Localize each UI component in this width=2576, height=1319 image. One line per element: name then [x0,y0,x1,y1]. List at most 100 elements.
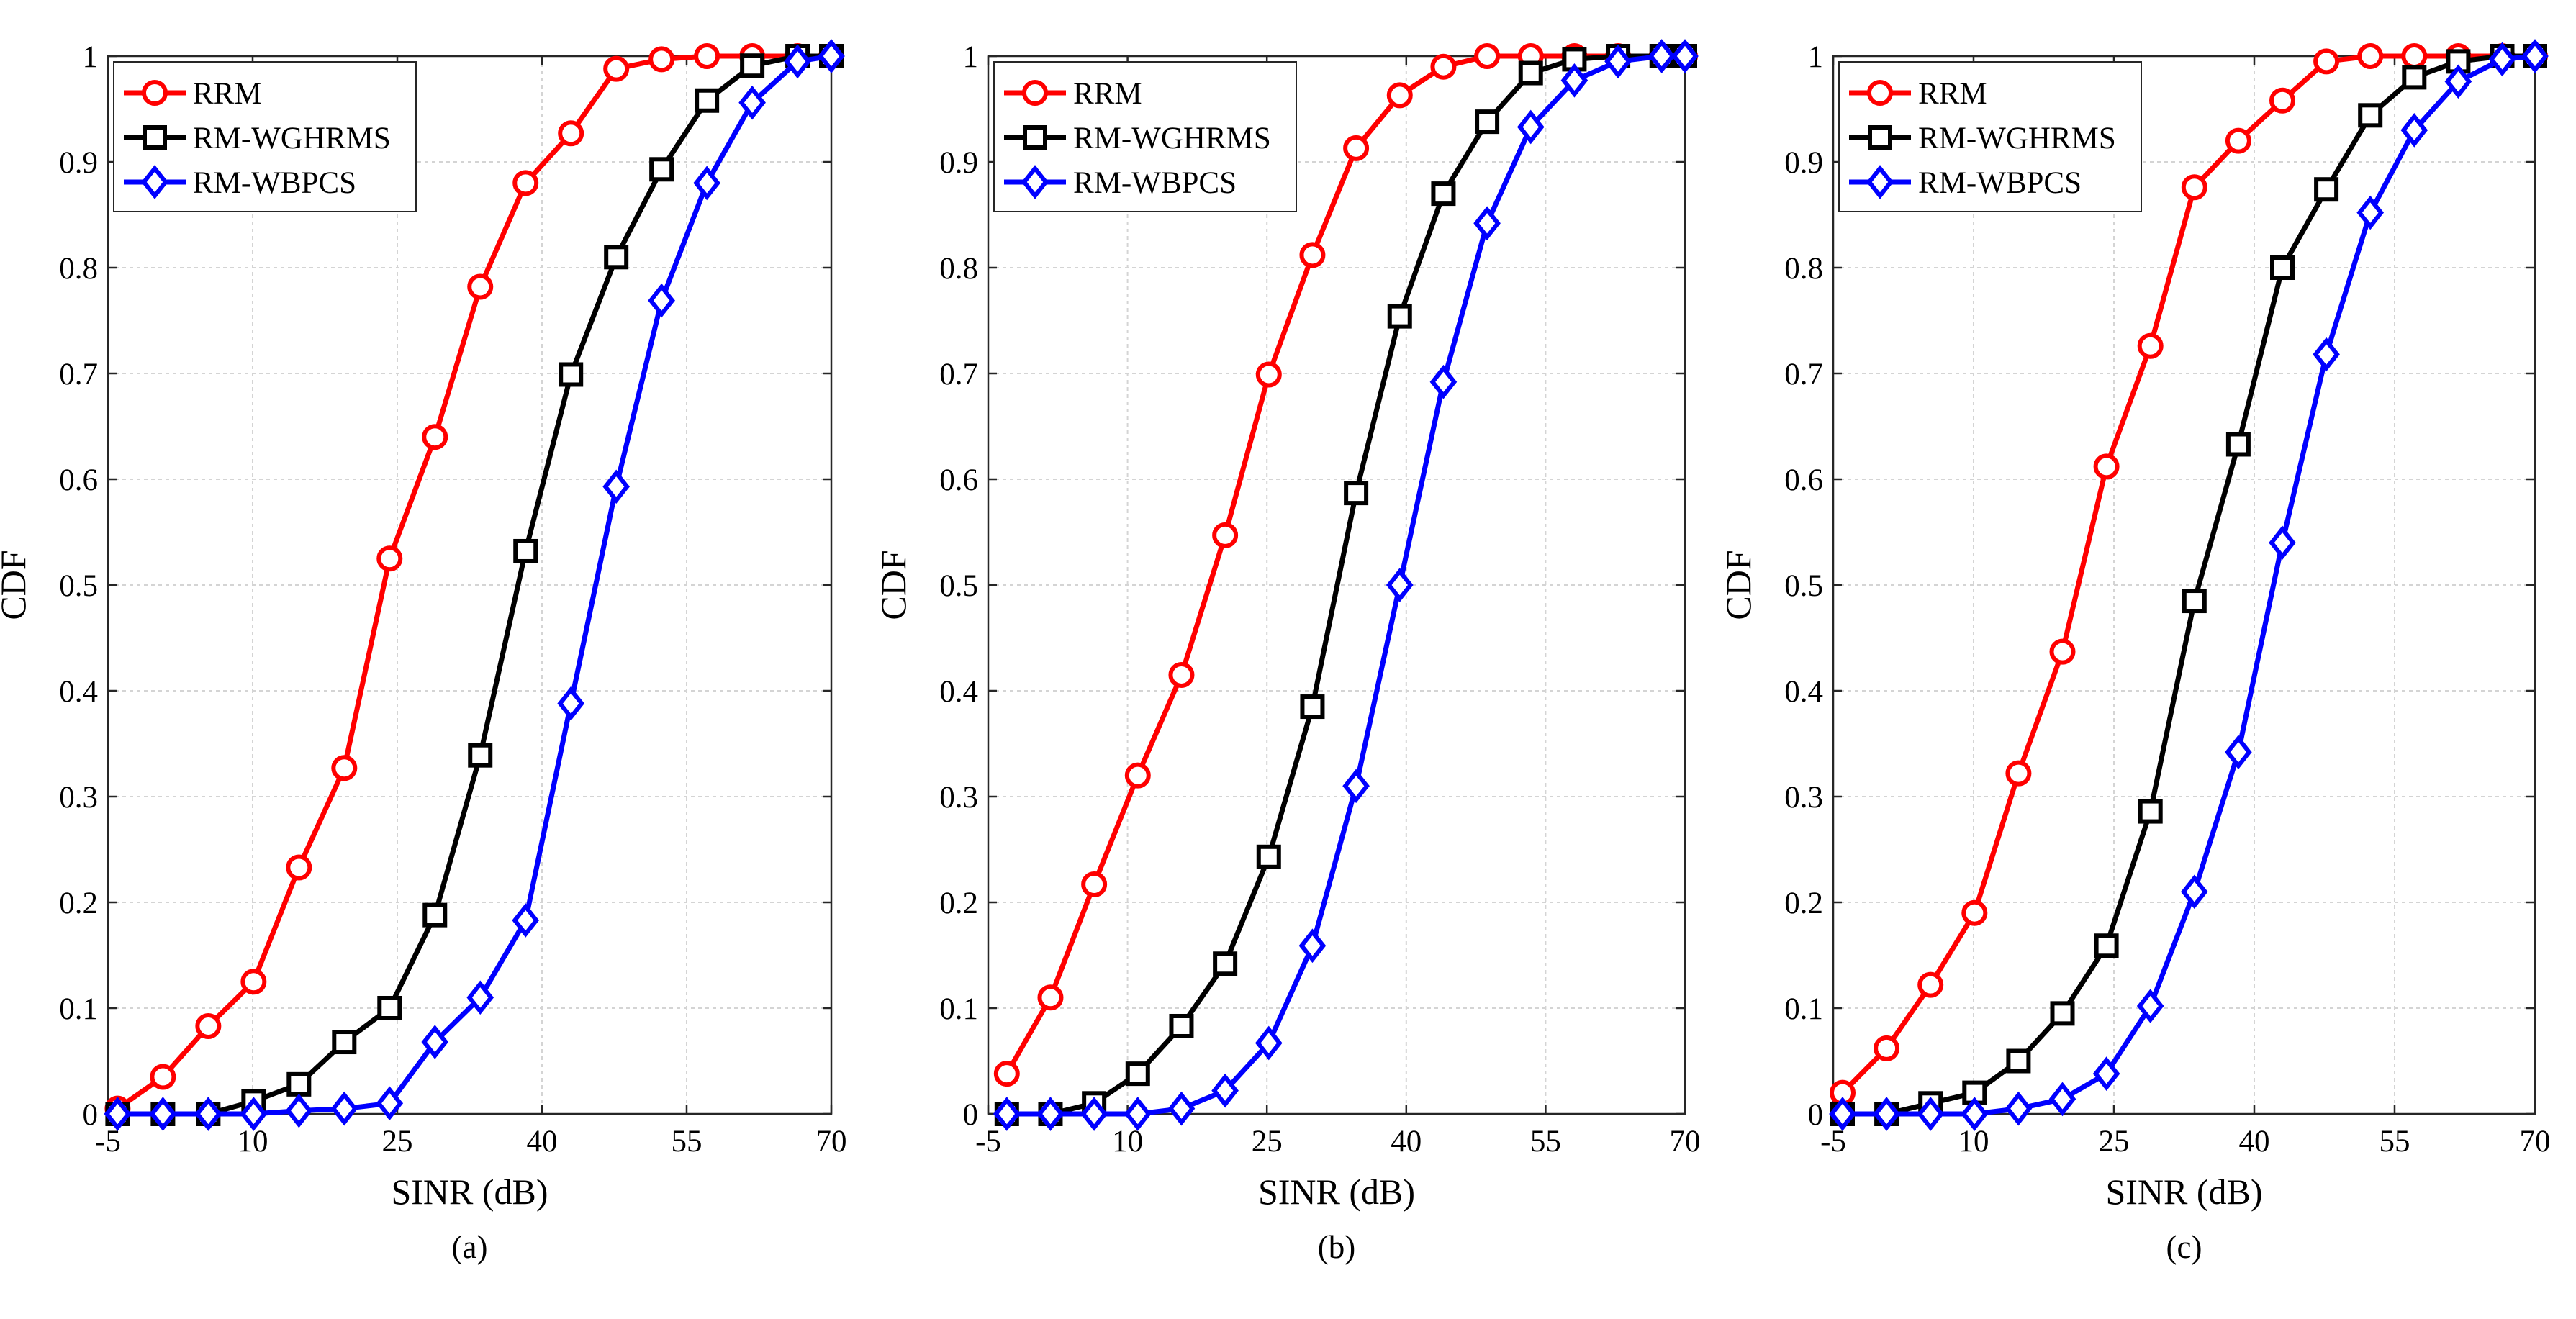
y-tick-label: 0.8 [939,252,978,286]
data-point-square [2006,1048,2031,1074]
data-point-square [513,538,538,563]
y-tick-label: 0.9 [59,146,98,180]
data-point-square [377,996,402,1020]
data-point-diamond [376,1086,404,1121]
data-point-circle [1168,661,1195,688]
data-point-circle [286,854,312,881]
data-point-diamond [1298,928,1327,964]
data-point-diamond [1473,206,1501,241]
data-point-square [286,1071,312,1097]
data-point-square [1300,694,1325,720]
data-point-square [2182,589,2207,614]
data-point-circle [1081,871,1108,898]
x-axis-title: SINR (dB) [391,1171,548,1212]
y-tick-label: 0.8 [1784,252,1823,286]
data-point-diamond [2356,195,2385,230]
legend-marker-square [1868,125,1892,150]
data-point-diamond [1671,39,1699,73]
series-rm-wbpcs [1829,39,2549,1131]
legend: RRM RM-WGHRMS RM-WBPCS [993,61,1297,212]
data-point-diamond [330,1091,358,1126]
x-tick-label: 25 [2099,1125,2130,1159]
data-point-diamond [2313,337,2340,372]
data-point-square [2138,799,2163,824]
data-point-diamond [557,686,585,721]
data-point-diamond [1167,1091,1196,1126]
data-point-diamond [1429,364,1458,399]
data-point-diamond [602,469,631,504]
data-point-square [1518,60,1543,86]
legend-label: RM-WGHRMS [1918,122,2116,155]
x-tick-label: 25 [1252,1125,1283,1159]
data-point-diamond [1342,769,1370,804]
x-tick-label: 55 [2380,1125,2410,1159]
x-tick-label: 40 [2239,1125,2270,1159]
legend-marker-diamond [1021,165,1049,199]
data-point-diamond [1124,1097,1152,1131]
data-point-diamond [240,1097,268,1131]
data-point-circle [1430,53,1457,80]
data-point-square [1387,304,1412,329]
data-point-diamond [1829,1097,1856,1131]
data-point-diamond [2180,874,2208,910]
y-tick-label: 0.7 [1784,358,1823,391]
x-tick-label: 70 [816,1125,847,1159]
y-tick-label: 1 [963,40,979,74]
data-point-diamond [285,1093,313,1128]
y-tick-label: 1 [83,40,99,74]
series-rm-wbpcs [104,39,845,1131]
data-point-square [604,245,629,270]
data-point-circle [694,43,720,69]
data-point-circle [2093,453,2120,480]
data-point-diamond [1517,109,1545,145]
data-point-square [695,88,720,113]
y-tick-label: 0.1 [59,992,98,1026]
panel-caption: (b) [1318,1229,1355,1265]
data-point-circle [1343,135,1370,161]
data-point-diamond [466,980,494,1015]
data-point-diamond [1255,1025,1283,1061]
data-point-diamond [2048,1082,2076,1117]
data-point-circle [2401,43,2428,69]
data-point-circle [2181,174,2207,201]
data-point-diamond [2444,64,2472,99]
data-point-diamond [1080,1097,1108,1131]
x-tick-label: 55 [1530,1125,1561,1159]
data-point-square [2402,65,2427,90]
data-point-circle [1917,971,1944,998]
legend-label: RM-WGHRMS [193,122,391,155]
data-point-diamond [2400,113,2428,148]
data-point-diamond [1961,1097,1989,1131]
y-axis-title: CDF [873,550,913,620]
data-point-diamond [2225,735,2252,770]
data-point-diamond [2521,39,2549,73]
data-point-square [468,743,493,768]
data-point-diamond [738,85,766,120]
data-point-circle [2313,48,2340,75]
data-point-diamond [1036,1097,1065,1131]
y-tick-label: 0.4 [59,675,98,709]
data-point-square [2270,255,2295,280]
data-point-circle [195,1012,222,1039]
data-point-square [1213,951,1238,976]
y-tick-label: 0.5 [1784,569,1823,603]
y-tick-label: 0.2 [1784,887,1823,920]
legend: RRM RM-WGHRMS RM-WBPCS [113,61,417,212]
data-point-diamond [1873,1097,1900,1131]
data-point-diamond [2005,1091,2033,1126]
data-point-circle [331,755,358,781]
x-axis-title: SINR (dB) [2105,1171,2262,1212]
data-point-diamond [2136,989,2164,1023]
x-tick-label: 40 [1391,1125,1422,1159]
x-tick-label: -5 [975,1125,1001,1159]
data-point-circle [1874,1035,1900,1061]
data-point-square [559,362,584,387]
data-point-diamond [1560,63,1588,98]
y-tick-label: 0.6 [939,463,978,497]
data-point-diamond [818,39,845,73]
y-tick-label: 0.1 [939,992,978,1026]
y-tick-label: 0.6 [1784,463,1823,497]
y-tick-label: 0 [1808,1098,1824,1132]
data-point-diamond [784,44,811,79]
